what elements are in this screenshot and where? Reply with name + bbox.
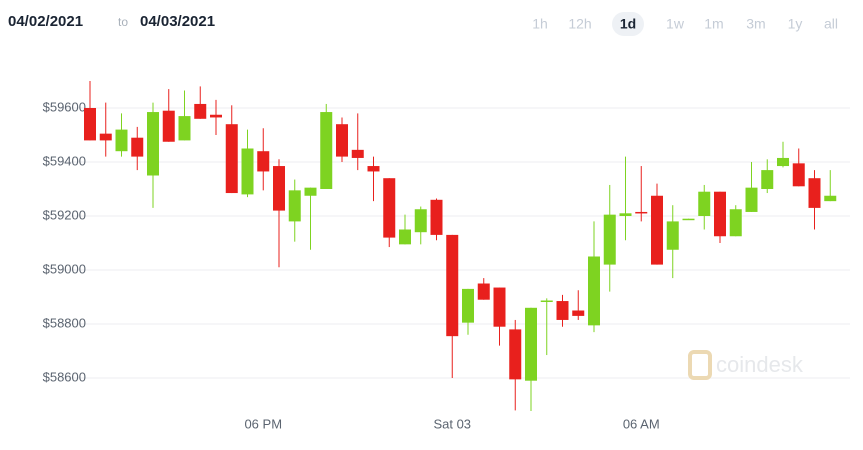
candle-body: [430, 199, 443, 235]
range-button[interactable]: 1d: [620, 16, 636, 32]
candle-body: [824, 195, 837, 202]
candle-body: [477, 283, 490, 300]
candle-body: [619, 213, 632, 216]
candle-body: [666, 221, 679, 250]
candle-body: [210, 114, 222, 118]
candle-body: [714, 191, 726, 237]
y-tick-label: $58600: [43, 369, 86, 384]
watermark-text: coindesk: [716, 352, 804, 377]
candle-body: [493, 287, 506, 327]
candle-body: [225, 124, 238, 194]
candle-body: [147, 112, 159, 176]
candle-body: [131, 137, 144, 157]
candle-body: [273, 166, 285, 211]
candle-body: [162, 110, 175, 142]
y-tick-label: $59000: [43, 261, 86, 276]
range-button[interactable]: 1y: [788, 16, 803, 32]
candle-body: [178, 116, 191, 141]
candle-body: [399, 229, 411, 245]
date-from: 04/02/2021: [8, 13, 83, 30]
candle-body: [698, 191, 711, 216]
range-button-bg: [612, 12, 644, 36]
candle-body: [525, 307, 537, 381]
candle-body: [84, 108, 96, 141]
range-button[interactable]: all: [824, 16, 838, 32]
candle-body: [729, 209, 742, 237]
candle-body: [588, 256, 600, 326]
candle-body: [194, 103, 207, 119]
candle-body: [99, 133, 112, 141]
y-tick-label: $58800: [43, 315, 86, 330]
candle-body: [777, 157, 789, 167]
watermark-logo: [688, 350, 712, 380]
candle-body: [367, 166, 380, 172]
y-tick-label: $59400: [43, 153, 86, 168]
candle-body: [414, 209, 427, 233]
candle-body: [745, 187, 758, 212]
candle-body: [682, 218, 695, 221]
range-button[interactable]: 1h: [532, 16, 548, 32]
candle-body: [509, 329, 522, 380]
date-to: 04/03/2021: [140, 13, 215, 30]
candle-body: [304, 187, 317, 196]
candle-body: [808, 178, 821, 208]
x-tick-label: 06 PM: [244, 416, 282, 431]
candle-body: [115, 129, 128, 152]
date-separator: to: [118, 15, 128, 29]
range-button[interactable]: 3m: [746, 16, 765, 32]
candle-body: [320, 112, 333, 189]
candle-body: [635, 211, 648, 214]
candle-body: [257, 151, 270, 172]
range-button[interactable]: 1w: [666, 16, 685, 32]
range-button[interactable]: 1m: [704, 16, 723, 32]
candle-body: [446, 234, 459, 337]
y-tick-label: $59600: [43, 99, 86, 114]
x-tick-label: 06 AM: [623, 416, 660, 431]
range-button[interactable]: 12h: [568, 16, 591, 32]
x-tick-label: Sat 03: [433, 416, 471, 431]
candle-body: [462, 288, 474, 323]
candle-body: [651, 195, 663, 265]
candle-body: [336, 124, 348, 157]
y-tick-label: $59200: [43, 207, 86, 222]
candle-body: [241, 148, 254, 195]
candle-body: [603, 214, 616, 265]
candle-body: [288, 190, 301, 222]
candle-body: [556, 301, 569, 320]
candle-body: [761, 170, 774, 189]
candle-body: [383, 178, 396, 238]
watermark: coindesk: [688, 350, 804, 380]
candle-body: [572, 310, 585, 316]
candle-body: [540, 300, 553, 303]
candle-body: [792, 163, 805, 187]
candle-body: [351, 149, 364, 158]
